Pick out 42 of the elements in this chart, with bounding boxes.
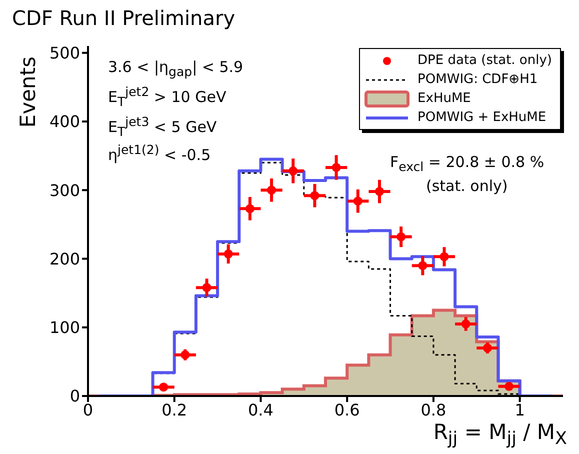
y-tick-label: 300 xyxy=(49,180,80,200)
x-tick-label: 0.6 xyxy=(334,400,360,420)
point xyxy=(267,186,276,195)
x-tick-label: 0.2 xyxy=(162,400,188,420)
x-tick-label: 0.8 xyxy=(420,400,446,420)
point xyxy=(310,191,320,200)
legend-label: POMWIG: CDF⊕H1 xyxy=(418,72,538,87)
point xyxy=(245,204,254,214)
point xyxy=(353,196,362,206)
y-tick-label: 400 xyxy=(49,112,80,132)
legend-label: POMWIG + ExHuME xyxy=(418,110,546,125)
chart-title: CDF Run II Preliminary xyxy=(12,6,236,30)
y-tick-label: 500 xyxy=(49,44,80,63)
point xyxy=(461,319,470,328)
point xyxy=(418,261,428,270)
point xyxy=(288,166,298,176)
y-tick-label: 100 xyxy=(49,318,80,338)
point xyxy=(180,350,190,360)
legend-label: ExHuME xyxy=(418,91,471,106)
point xyxy=(504,382,514,391)
x-tick-label: 0 xyxy=(82,400,94,420)
annotation: E$_{T}$$^{jet3}$ < 5 GeV xyxy=(108,114,217,139)
annotation: 3.6 < |η$_{gap}$| < 5.9 xyxy=(108,58,244,79)
point xyxy=(374,186,384,196)
point xyxy=(396,232,406,242)
point xyxy=(332,162,341,172)
x-axis-title: R$_{jj}$ = M$_{jj}$ / M$_{X}$ xyxy=(433,420,567,450)
point xyxy=(482,343,492,352)
point xyxy=(202,283,212,292)
x-tick-label: 0.4 xyxy=(248,400,274,420)
y-tick-label: 200 xyxy=(49,249,80,268)
legend-label: DPE data (stat. only) xyxy=(418,53,552,68)
point xyxy=(159,382,168,392)
annotation: (stat. only) xyxy=(426,177,508,195)
annotation: F$_{excl}$ = 20.8 ± 0.8 % xyxy=(390,153,544,174)
point xyxy=(440,252,449,262)
y-tick-label: 0 xyxy=(70,386,80,406)
annotation: E$_{T}$$^{jet2}$ > 10 GeV xyxy=(108,84,226,109)
point xyxy=(224,249,233,258)
annotation: η$^{jet1(2)}$ < -0.5 xyxy=(108,142,211,164)
x-tick-label: 1 xyxy=(514,400,525,420)
y-axis-title: Events xyxy=(16,55,40,130)
